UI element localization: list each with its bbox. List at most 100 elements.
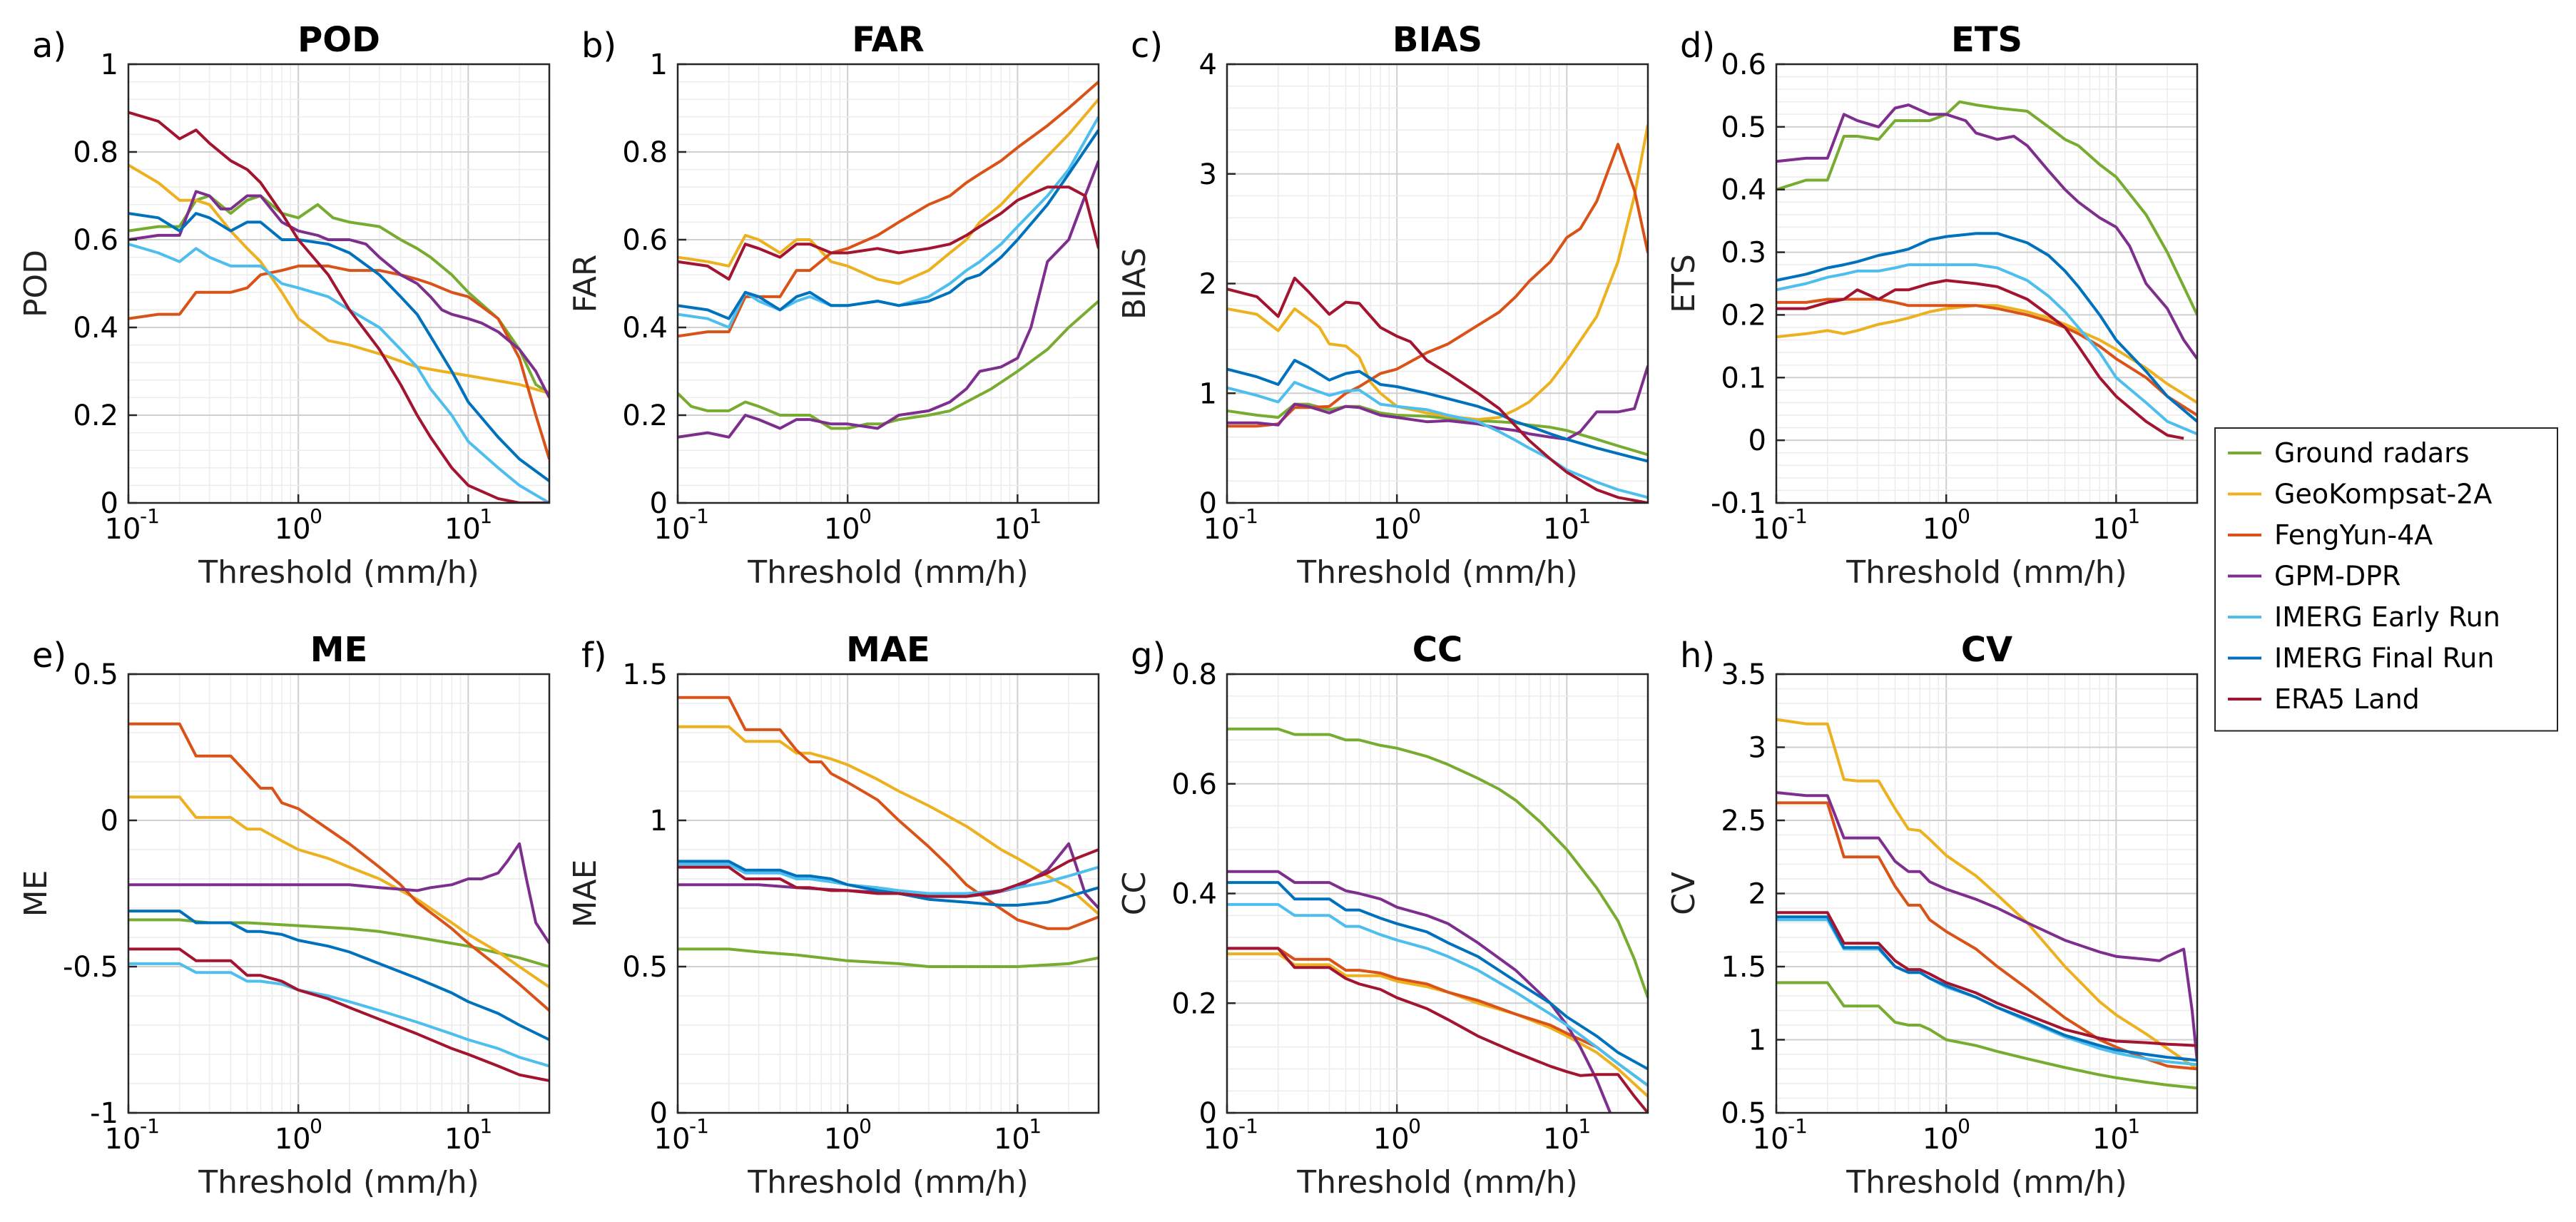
x-tick-label: 10: [1203, 1123, 1240, 1156]
x-tick-exponent: 1: [2127, 1114, 2140, 1138]
x-tick-exponent: 0: [310, 504, 322, 528]
panel-label: d): [1680, 26, 1715, 66]
y-tick-label: 0: [1748, 424, 1766, 457]
panel-label: g): [1131, 636, 1166, 676]
y-tick-label: 1: [1748, 1024, 1766, 1057]
y-tick-label: 3.5: [1721, 658, 1766, 691]
x-tick-exponent: 1: [2127, 504, 2140, 528]
y-tick-label: 1: [650, 805, 668, 837]
series-group: [678, 81, 1099, 439]
x-tick-exponent: -1: [689, 1114, 709, 1138]
axes-box: [127, 63, 551, 504]
series-line-ground-radars: [128, 194, 549, 394]
axes-box: [1775, 63, 2199, 504]
series-group: [678, 696, 1099, 968]
series-line-era5-land: [128, 947, 549, 1082]
y-tick-label: 0.2: [622, 399, 668, 432]
x-tick-exponent: -1: [140, 1114, 160, 1138]
y-axis-label: POD: [18, 250, 54, 317]
x-axis-label: Threshold (mm/h): [1296, 554, 1578, 591]
y-tick-label: 0.1: [1721, 362, 1766, 394]
x-tick-exponent: 0: [859, 1114, 872, 1138]
x-tick-label: 10: [275, 513, 311, 546]
y-tick-label: 0: [1199, 1097, 1217, 1130]
x-tick-exponent: 0: [1958, 1114, 1970, 1138]
x-tick-label: 10: [275, 1123, 311, 1156]
x-tick-label: 10: [994, 513, 1030, 546]
x-tick-label: 10: [1753, 513, 1789, 546]
axes-box: [127, 673, 551, 1114]
legend-label: FengYun-4A: [2274, 519, 2433, 551]
legend-box: [2214, 427, 2558, 732]
x-tick-label: 10: [444, 1123, 481, 1156]
y-tick-label: 0: [650, 487, 668, 520]
y-axis-label: MAE: [567, 860, 604, 928]
y-tick-label: 1: [650, 49, 668, 81]
y-tick-label: 0: [101, 487, 118, 520]
series-line-ground-radars: [1776, 981, 2197, 1090]
series-line-ground-radars: [1227, 727, 1648, 999]
y-axis-label: CV: [1666, 872, 1702, 915]
x-tick-label: 10: [105, 1123, 141, 1156]
x-axis-label: Threshold (mm/h): [198, 554, 479, 591]
x-tick-exponent: 1: [1578, 504, 1591, 528]
x-tick-label: 10: [1203, 513, 1240, 546]
series-line-imerg-final-run: [128, 910, 549, 1042]
panel-ets: 10-1 100 101-0.100.10.20.30.40.50.6ETSd)Th…: [1666, 20, 2199, 591]
x-tick-label: 10: [1923, 1123, 1959, 1156]
y-axis-label: CC: [1116, 872, 1153, 915]
x-tick-exponent: -1: [1238, 1114, 1258, 1138]
legend: Ground radars GeoKompsat-2A FengYun-4A GPM-…: [2214, 427, 2558, 732]
x-axis-label: Threshold (mm/h): [1846, 1164, 2127, 1201]
y-tick-label: 0.6: [73, 224, 118, 257]
x-tick-label: 10: [2092, 513, 2129, 546]
panel-title: CC: [1412, 630, 1462, 670]
x-tick-exponent: 0: [1408, 1114, 1421, 1138]
y-tick-label: 2: [1199, 268, 1217, 301]
panel-label: b): [581, 26, 616, 66]
panel-label: a): [32, 26, 66, 66]
y-tick-label: 0.4: [1721, 174, 1766, 207]
series-line-gpm-dpr: [1776, 791, 2197, 1062]
legend-label: ERA5 Land: [2274, 683, 2420, 715]
panel-title: POD: [297, 20, 380, 60]
y-tick-label: -1: [90, 1097, 118, 1130]
y-tick-label: 0: [101, 805, 118, 837]
series-line-fengyun-4a: [1776, 801, 2197, 1071]
series-line-ground-radars: [1776, 100, 2197, 316]
series-line-geokompsat-2a: [1227, 952, 1648, 1098]
series-line-imerg-final-run: [678, 860, 1099, 907]
series-line-fengyun-4a: [1227, 947, 1648, 1087]
y-tick-label: 0.8: [1171, 658, 1217, 691]
series-line-fengyun-4a: [678, 696, 1099, 930]
legend-label: Ground radars: [2274, 437, 2470, 469]
grid: [128, 673, 550, 1114]
legend-label: GPM-DPR: [2274, 561, 2401, 592]
x-tick-label: 10: [654, 1123, 691, 1156]
y-tick-label: 3: [1199, 158, 1217, 191]
y-tick-label: 0.5: [1721, 1097, 1766, 1130]
y-tick-label: 0.5: [1721, 111, 1766, 144]
series-line-era5-land: [1227, 276, 1648, 503]
x-tick-exponent: 1: [1029, 504, 1042, 528]
y-tick-label: 0.2: [1171, 987, 1217, 1020]
x-tick-exponent: 0: [310, 1114, 322, 1138]
y-tick-label: 0.4: [622, 312, 668, 345]
series-line-imerg-final-run: [1776, 915, 2197, 1062]
x-axis-label: Threshold (mm/h): [747, 1164, 1029, 1201]
x-tick-exponent: 0: [1958, 504, 1970, 528]
y-tick-label: 0.5: [73, 658, 118, 691]
series-line-imerg-early-run: [1776, 263, 2197, 436]
y-tick-label: 0.4: [73, 312, 118, 345]
x-tick-exponent: -1: [689, 504, 709, 528]
series-line-fengyun-4a: [128, 264, 549, 460]
x-tick-exponent: -1: [1788, 504, 1808, 528]
series-line-gpm-dpr: [678, 160, 1099, 439]
x-tick-label: 10: [824, 513, 860, 546]
y-axis-label: ME: [18, 870, 54, 917]
x-tick-exponent: -1: [1788, 1114, 1808, 1138]
